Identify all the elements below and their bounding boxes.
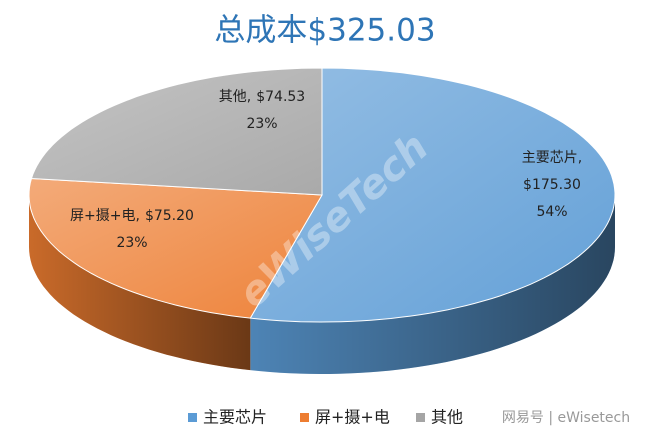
legend-swatch: [188, 413, 197, 422]
legend-label: 屏+摄+电: [315, 408, 390, 427]
legend-swatch: [416, 413, 425, 422]
slice-side-shade: [29, 195, 251, 371]
chart-title: 总成本$325.03: [214, 13, 435, 49]
legend-label: 主要芯片: [203, 408, 267, 427]
data-label-value: $74.53: [256, 89, 305, 105]
data-label-percent: 23%: [246, 116, 277, 132]
data-label: 屏+摄+电, $75.20: [70, 208, 194, 224]
slice-shine: [29, 178, 322, 319]
data-label-name: 其他,: [219, 89, 251, 105]
slice-side-shade: [250, 195, 616, 374]
data-label-name: 屏+摄+电,: [70, 208, 140, 224]
data-label: 其他, $74.53: [219, 89, 305, 105]
slice-shine: [31, 68, 322, 195]
legend-swatch: [300, 413, 309, 422]
data-label-percent: 23%: [116, 235, 147, 251]
footer: 网易号 | eWisetech: [502, 410, 630, 426]
pie: 主要芯片, $175.30 54% 屏+摄+电, $75.20 23% 其他, $74.53 2…: [28, 67, 616, 374]
data-label-percent: 54%: [536, 204, 567, 220]
slice-shine: [250, 68, 616, 322]
legend: 主要芯片 屏+摄+电 其他: [188, 408, 463, 427]
data-label-value: $175.30: [523, 177, 581, 193]
legend-label: 其他: [431, 408, 463, 427]
data-label-name: 主要芯片,: [522, 150, 582, 166]
data-label-value: $75.20: [145, 208, 194, 224]
